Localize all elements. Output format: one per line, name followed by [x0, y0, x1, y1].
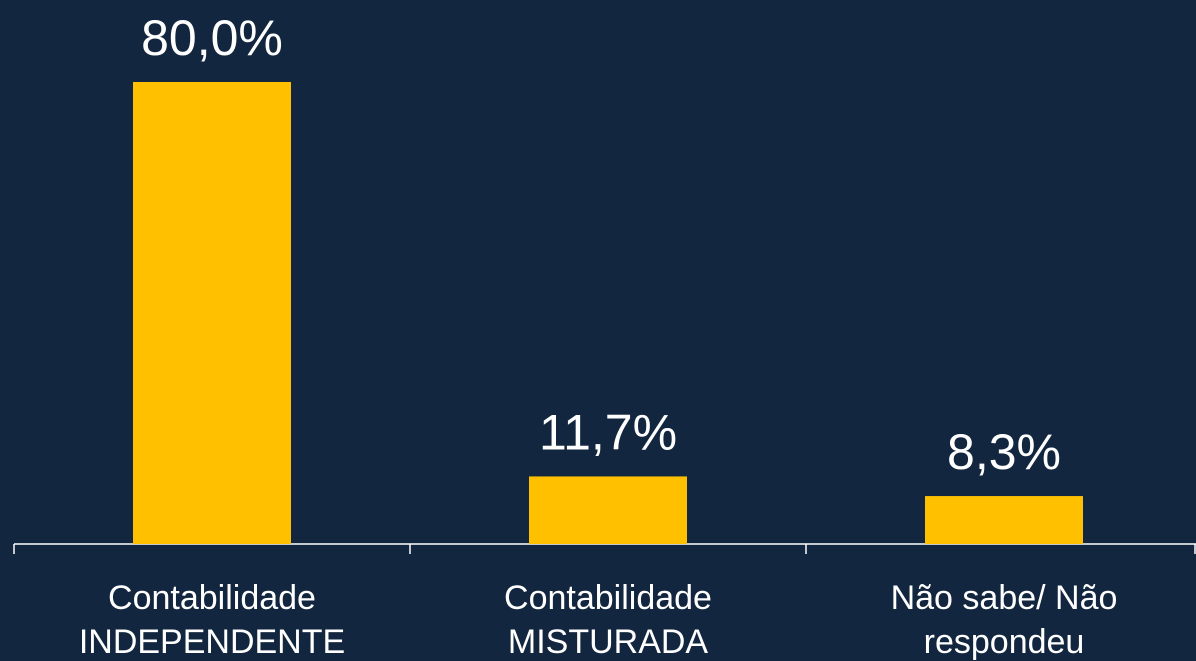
x-tick-label: Contabilidade	[504, 579, 712, 617]
value-label: 11,7%	[539, 404, 677, 460]
bar	[529, 476, 687, 544]
x-tick-label: MISTURADA	[508, 623, 709, 661]
bar	[133, 82, 291, 544]
x-tick-label: INDEPENDENTE	[79, 623, 345, 661]
x-tick-label: Contabilidade	[108, 579, 316, 617]
value-label: 8,3%	[947, 424, 1061, 480]
bar	[925, 496, 1083, 544]
x-tick-label: Não sabe/ Não	[891, 579, 1118, 617]
value-label: 80,0%	[141, 10, 283, 66]
x-tick-label: respondeu	[924, 623, 1085, 661]
